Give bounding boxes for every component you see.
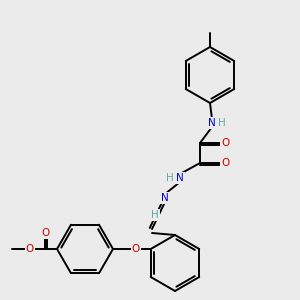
Text: H: H xyxy=(218,118,226,128)
Text: N: N xyxy=(176,173,184,183)
Text: H: H xyxy=(166,173,174,183)
Text: O: O xyxy=(26,244,34,254)
Text: O: O xyxy=(132,244,140,254)
Text: N: N xyxy=(161,193,169,203)
Text: N: N xyxy=(208,118,216,128)
Text: O: O xyxy=(221,158,229,168)
Text: O: O xyxy=(41,228,49,238)
Text: O: O xyxy=(221,138,229,148)
Text: H: H xyxy=(151,210,159,220)
